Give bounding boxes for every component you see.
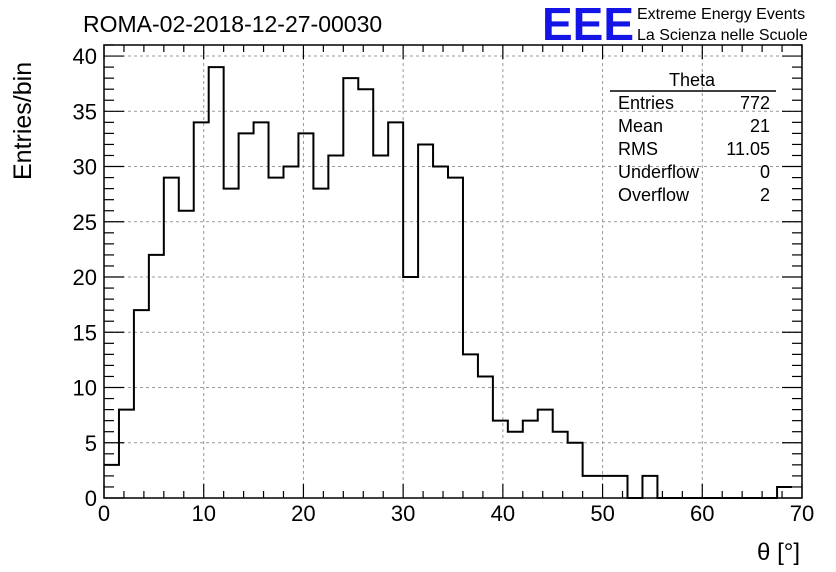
y-tick-label: 30 <box>73 155 97 180</box>
stats-value: 0 <box>760 162 770 182</box>
y-tick-label: 10 <box>73 376 97 401</box>
plot-frame <box>103 44 803 499</box>
stats-value: 772 <box>740 93 770 113</box>
grid-lines <box>104 45 802 498</box>
x-tick-label: 60 <box>690 501 714 526</box>
y-tick-label: 25 <box>73 210 97 235</box>
stats-label: Overflow <box>618 185 690 205</box>
stats-value: 21 <box>750 116 770 136</box>
x-tick-label: 10 <box>191 501 215 526</box>
y-tick-label: 5 <box>85 431 97 456</box>
stats-label: Mean <box>618 116 663 136</box>
x-tick-label: 20 <box>291 501 315 526</box>
y-tick-label: 40 <box>73 44 97 69</box>
logo-line-1: Extreme Energy Events <box>637 6 805 23</box>
y-tick-label: 20 <box>73 265 97 290</box>
stats-label: Entries <box>618 93 674 113</box>
stats-value: 2 <box>760 185 770 205</box>
y-axis-label: Entries/bin <box>9 62 37 180</box>
y-tick-label: 15 <box>73 320 97 345</box>
x-axis-label: θ [°] <box>757 539 800 566</box>
x-tick-labels: 0 10 20 30 40 50 60 70 <box>98 501 814 526</box>
eee-logo: EEE Extreme Energy Events La Scienza nel… <box>542 0 808 50</box>
eee-logo-mark: EEE <box>542 0 634 50</box>
stats-label: Underflow <box>618 162 700 182</box>
y-tick-labels: 0 5 10 15 20 25 30 35 40 <box>73 44 97 511</box>
axis-ticks <box>103 44 803 499</box>
y-tick-label: 0 <box>85 486 97 511</box>
stats-label: RMS <box>618 139 658 159</box>
x-tick-label: 30 <box>391 501 415 526</box>
histogram-line <box>104 66 793 499</box>
y-tick-label: 35 <box>73 99 97 124</box>
logo-line-2: La Scienza nelle Scuole <box>637 27 808 44</box>
stats-value: 11.05 <box>726 139 770 159</box>
x-tick-label: 50 <box>590 501 614 526</box>
stats-title: Theta <box>669 70 716 90</box>
x-tick-label: 70 <box>790 501 814 526</box>
x-tick-label: 0 <box>98 501 110 526</box>
x-tick-label: 40 <box>491 501 515 526</box>
chart-title: ROMA-02-2018-12-27-00030 <box>83 11 382 37</box>
stats-box: Theta Entries 772 Mean 21 RMS 11.05 Underflow 0… <box>610 70 776 205</box>
